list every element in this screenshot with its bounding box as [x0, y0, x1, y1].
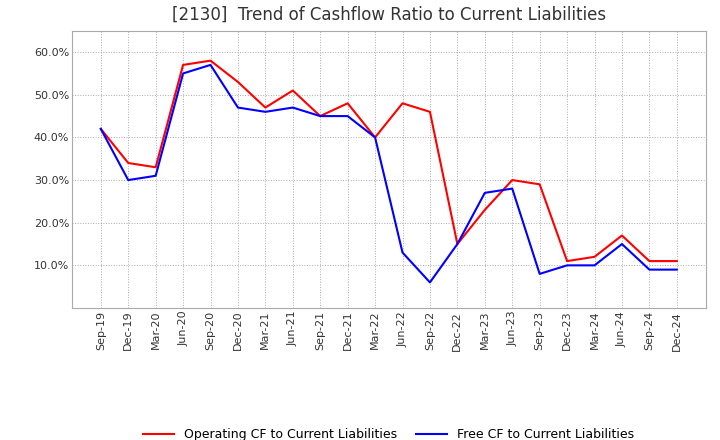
Operating CF to Current Liabilities — [398, 101, 407, 106]
Operating CF to Current Liabilities — [316, 114, 325, 119]
Operating CF to Current Liabilities — [563, 258, 572, 264]
Free CF to Current Liabilities — [536, 271, 544, 276]
Operating CF to Current Liabilities — [343, 101, 352, 106]
Operating CF to Current Liabilities — [371, 135, 379, 140]
Free CF to Current Liabilities — [426, 280, 434, 285]
Free CF to Current Liabilities — [96, 126, 105, 132]
Operating CF to Current Liabilities — [453, 242, 462, 247]
Free CF to Current Liabilities — [563, 263, 572, 268]
Free CF to Current Liabilities — [590, 263, 599, 268]
Free CF to Current Liabilities — [672, 267, 681, 272]
Operating CF to Current Liabilities — [590, 254, 599, 260]
Operating CF to Current Liabilities — [179, 62, 187, 68]
Operating CF to Current Liabilities — [536, 182, 544, 187]
Operating CF to Current Liabilities — [426, 109, 434, 114]
Free CF to Current Liabilities — [645, 267, 654, 272]
Operating CF to Current Liabilities — [261, 105, 270, 110]
Free CF to Current Liabilities — [316, 114, 325, 119]
Operating CF to Current Liabilities — [151, 165, 160, 170]
Free CF to Current Liabilities — [233, 105, 242, 110]
Free CF to Current Liabilities — [151, 173, 160, 179]
Title: [2130]  Trend of Cashflow Ratio to Current Liabilities: [2130] Trend of Cashflow Ratio to Curren… — [172, 6, 606, 24]
Operating CF to Current Liabilities — [672, 258, 681, 264]
Free CF to Current Liabilities — [480, 190, 489, 195]
Operating CF to Current Liabilities — [289, 88, 297, 93]
Free CF to Current Liabilities — [343, 114, 352, 119]
Free CF to Current Liabilities — [508, 186, 516, 191]
Operating CF to Current Liabilities — [508, 177, 516, 183]
Operating CF to Current Liabilities — [618, 233, 626, 238]
Free CF to Current Liabilities — [206, 62, 215, 68]
Free CF to Current Liabilities — [371, 135, 379, 140]
Operating CF to Current Liabilities — [645, 258, 654, 264]
Free CF to Current Liabilities — [618, 242, 626, 247]
Operating CF to Current Liabilities — [96, 126, 105, 132]
Free CF to Current Liabilities — [179, 71, 187, 76]
Line: Operating CF to Current Liabilities: Operating CF to Current Liabilities — [101, 61, 677, 261]
Operating CF to Current Liabilities — [124, 160, 132, 165]
Free CF to Current Liabilities — [261, 109, 270, 114]
Operating CF to Current Liabilities — [206, 58, 215, 63]
Free CF to Current Liabilities — [453, 242, 462, 247]
Operating CF to Current Liabilities — [233, 79, 242, 84]
Operating CF to Current Liabilities — [480, 207, 489, 213]
Free CF to Current Liabilities — [124, 177, 132, 183]
Free CF to Current Liabilities — [289, 105, 297, 110]
Free CF to Current Liabilities — [398, 250, 407, 255]
Line: Free CF to Current Liabilities: Free CF to Current Liabilities — [101, 65, 677, 282]
Legend: Operating CF to Current Liabilities, Free CF to Current Liabilities: Operating CF to Current Liabilities, Fre… — [138, 423, 639, 440]
